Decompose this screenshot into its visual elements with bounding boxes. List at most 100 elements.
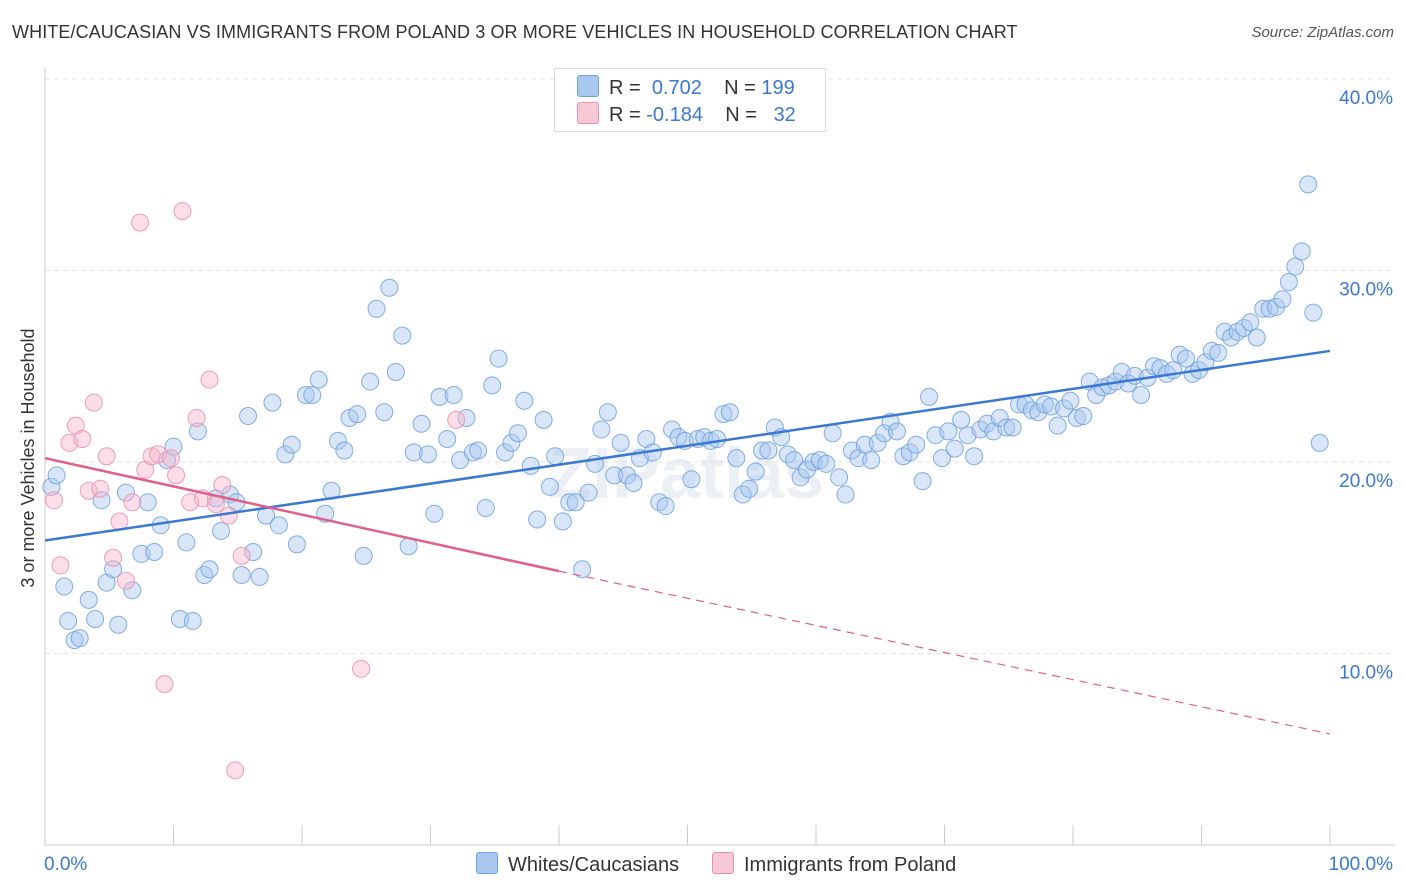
whites-point <box>375 403 394 422</box>
poland-point <box>79 481 98 500</box>
whites-point <box>592 420 611 439</box>
n-label: N = <box>725 104 757 126</box>
data-points <box>42 175 1329 780</box>
whites-point <box>361 372 380 391</box>
whites-point <box>1299 175 1318 194</box>
poland-point <box>232 546 251 565</box>
r-label: R = <box>609 104 641 126</box>
y-tick-label: 10.0% <box>1339 663 1393 684</box>
trend-lines <box>44 349 1331 735</box>
whites-point <box>116 483 135 502</box>
whites-point <box>740 479 759 498</box>
whites-point <box>404 443 423 462</box>
y-axis-label: 3 or more Vehicles in Household <box>18 328 38 587</box>
legend-item-whites[interactable]: Whites/Caucasians <box>476 852 679 877</box>
poland-trend-line <box>44 456 560 573</box>
whites-point <box>200 560 219 579</box>
n-value: 32 <box>773 104 796 126</box>
poland-point <box>123 493 142 512</box>
whites-point <box>1209 343 1228 362</box>
whites-point <box>469 441 488 460</box>
whites-point <box>47 466 66 485</box>
poland-point <box>97 447 116 466</box>
poland-point <box>91 479 110 498</box>
whites-point <box>720 403 739 422</box>
whites-point <box>611 433 630 452</box>
whites-point <box>817 454 836 473</box>
whites-point <box>1292 242 1311 261</box>
whites-point <box>1055 399 1074 418</box>
whites-point <box>1061 391 1080 410</box>
poland-point <box>352 659 371 678</box>
stats-row-whites: R = 0.702 N = 199 <box>577 75 795 99</box>
whites-point <box>269 516 288 535</box>
whites-point <box>42 477 61 496</box>
whites-point <box>1310 433 1329 452</box>
r-label: R = <box>609 77 641 99</box>
n-label: N = <box>724 77 756 99</box>
whites-point <box>508 424 527 443</box>
x-tick-label: 0.0% <box>44 854 87 875</box>
poland-point <box>226 761 245 780</box>
whites-point <box>939 422 958 441</box>
poland-trend-extension <box>558 570 1331 735</box>
whites-trend-line <box>44 349 1331 542</box>
whites-point <box>1196 353 1215 372</box>
whites-point <box>59 611 78 630</box>
whites-legend-swatch <box>476 852 498 874</box>
whites-point <box>86 610 105 629</box>
whites-point <box>714 405 733 424</box>
poland-point <box>51 556 70 575</box>
poland-point <box>219 506 238 525</box>
poland-point <box>104 548 123 567</box>
whites-point <box>354 546 373 565</box>
whites-point <box>534 410 553 429</box>
whites-point <box>1048 416 1067 435</box>
whites-point <box>138 493 157 512</box>
y-tick-label: 30.0% <box>1339 280 1393 301</box>
whites-point <box>1202 341 1221 360</box>
whites-point <box>250 567 269 586</box>
whites-point <box>682 470 701 489</box>
whites-point <box>990 408 1009 427</box>
whites-point <box>1286 257 1305 276</box>
whites-point <box>367 299 386 318</box>
whites-point <box>244 543 263 562</box>
whites-point <box>952 410 971 429</box>
poland-point <box>213 475 232 494</box>
legend-label-whites: Whites/Caucasians <box>508 854 680 876</box>
whites-point <box>932 449 951 468</box>
r-value: -0.184 <box>646 104 703 126</box>
whites-point <box>489 349 508 368</box>
whites-point <box>907 435 926 454</box>
whites-point <box>727 449 746 468</box>
whites-point <box>1177 349 1196 368</box>
whites-point <box>868 433 887 452</box>
whites-point <box>546 447 565 466</box>
whites-point <box>791 468 810 487</box>
poland-point <box>173 202 192 221</box>
whites-point <box>753 441 772 460</box>
whites-point <box>528 510 547 529</box>
legend-item-poland[interactable]: Immigrants from Poland <box>712 852 956 877</box>
whites-point <box>386 362 405 381</box>
whites-point <box>296 385 315 404</box>
poland-point <box>167 466 186 485</box>
whites-point <box>109 615 128 634</box>
whites-point <box>1132 385 1151 404</box>
whites-point <box>965 447 984 466</box>
whites-point <box>900 443 919 462</box>
x-tick-label: 100.0% <box>1329 854 1394 875</box>
whites-point <box>380 278 399 297</box>
whites-point <box>663 420 682 439</box>
whites-point <box>598 403 617 422</box>
poland-point <box>142 447 161 466</box>
whites-point <box>438 430 457 449</box>
whites-point <box>624 474 643 493</box>
tick-labels: 10.0% 20.0% 30.0% 40.0% 0.0% 100.0% <box>44 88 1393 875</box>
whites-point <box>746 462 765 481</box>
whites-point <box>1241 313 1260 332</box>
whites-point <box>862 451 881 470</box>
whites-point <box>1273 290 1292 309</box>
